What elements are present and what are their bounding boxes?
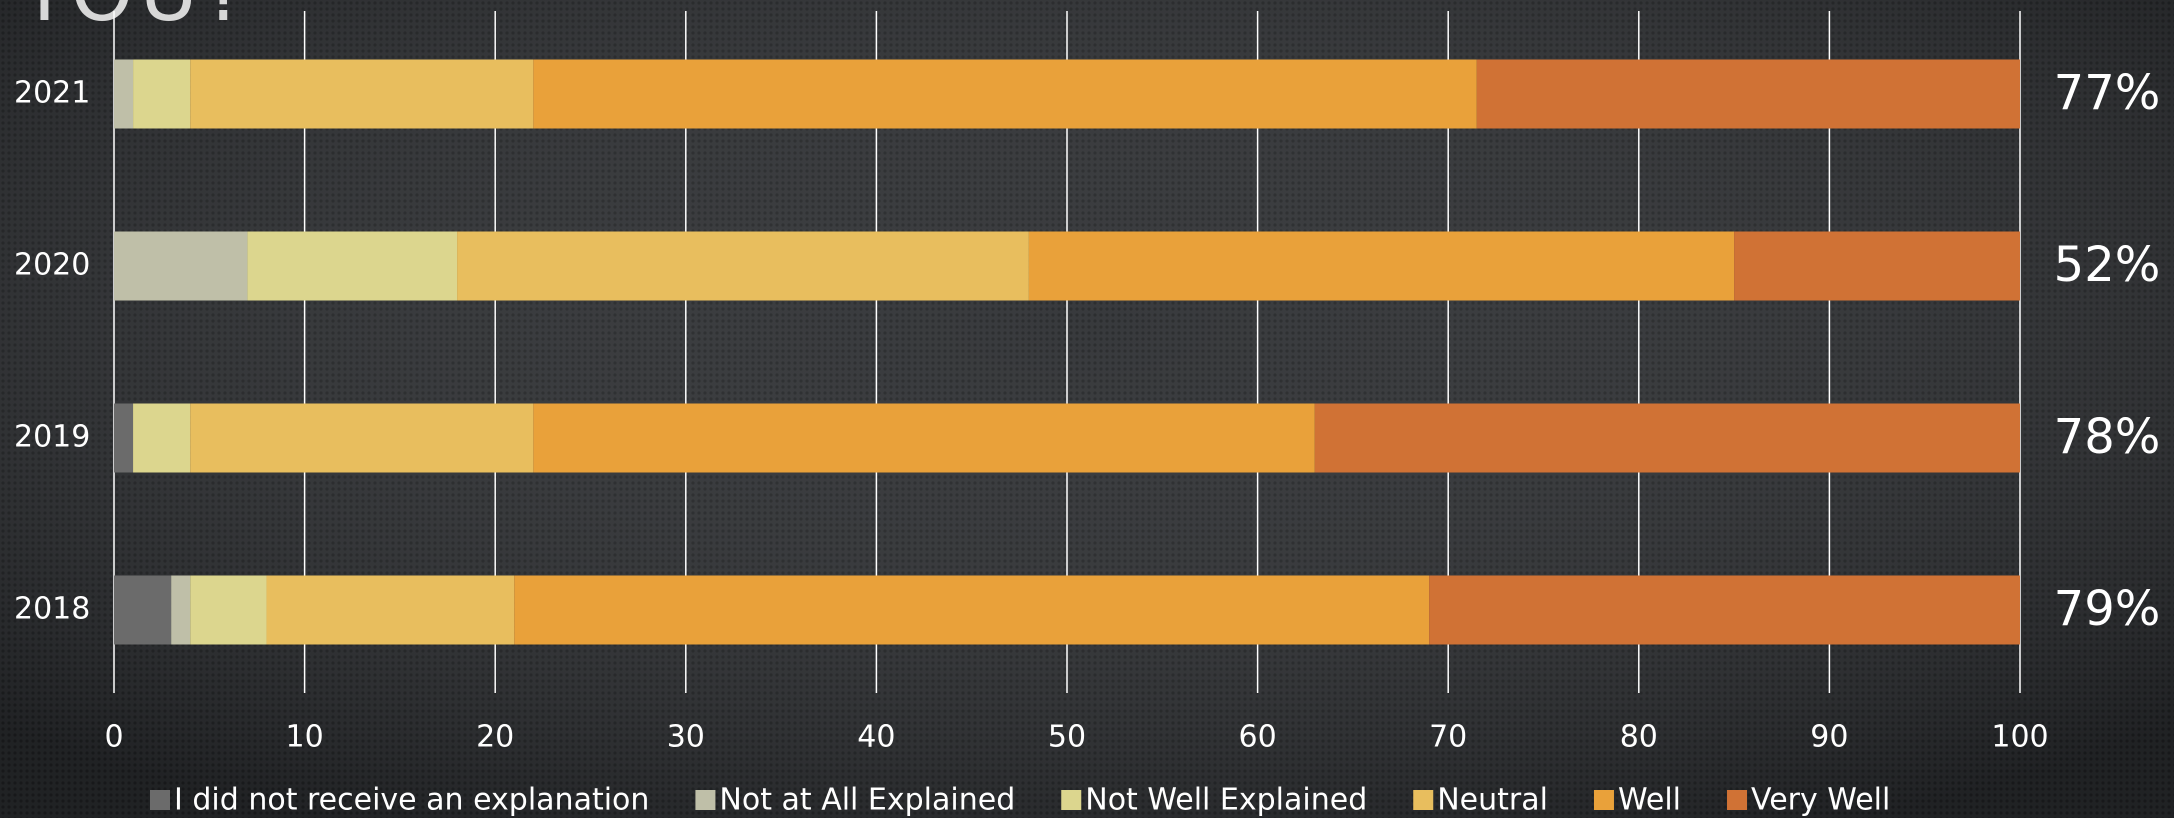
bar-segment <box>457 231 1029 301</box>
legend-label: Not at All Explained <box>719 783 1015 818</box>
bar-segment <box>114 231 248 301</box>
x-tick-label: 90 <box>1810 720 1848 755</box>
bar-segment <box>114 575 172 645</box>
x-tick-label: 10 <box>286 720 324 755</box>
x-tick-label: 0 <box>104 720 123 755</box>
annotation: 77% <box>2054 65 2161 121</box>
bar-segment <box>1429 575 2020 645</box>
legend-label: Not Well Explained <box>1085 783 1367 818</box>
bar-segment <box>1734 231 2020 301</box>
bar-segment <box>190 403 534 473</box>
legend-label: Very Well <box>1751 783 1890 818</box>
legend-swatch <box>1061 790 1082 810</box>
legend-label: Well <box>1618 783 1681 818</box>
legend-swatch <box>150 790 170 810</box>
y-tick-label: 2018 <box>14 592 90 627</box>
annotation: 52% <box>2054 237 2161 293</box>
annotation: 78% <box>2054 409 2161 465</box>
bar-segment <box>1028 231 1735 301</box>
bar-segment <box>133 59 191 129</box>
bar-segment <box>247 231 458 301</box>
bar-segment <box>514 575 1430 645</box>
legend-swatch <box>1593 790 1614 810</box>
legend-label: Neutral <box>1437 783 1548 818</box>
bar-segment <box>133 403 191 473</box>
x-tick-label: 40 <box>857 720 895 755</box>
bar-segment <box>114 59 134 129</box>
bar-segment <box>533 403 1315 473</box>
x-tick-label: 50 <box>1048 720 1086 755</box>
y-tick-label: 2021 <box>14 76 90 111</box>
bar-segment <box>1476 59 2020 129</box>
bar-segment <box>190 59 534 129</box>
bar-segment <box>171 575 191 645</box>
legend-swatch <box>695 790 716 810</box>
legend-swatch <box>1727 790 1748 810</box>
bar-segment <box>114 403 134 473</box>
x-tick-label: 30 <box>667 720 705 755</box>
x-tick-label: 70 <box>1429 720 1467 755</box>
x-tick-label: 60 <box>1239 720 1277 755</box>
x-tick-label: 80 <box>1620 720 1658 755</box>
bar-segment <box>190 575 267 645</box>
bar-segment <box>266 575 515 645</box>
chart-title: YOU? <box>19 0 252 39</box>
x-tick-label: 100 <box>1991 720 2048 755</box>
annotation: 79% <box>2054 581 2161 637</box>
y-tick-label: 2019 <box>14 420 90 455</box>
y-tick-label: 2020 <box>14 248 90 283</box>
bar-segment <box>533 59 1477 129</box>
legend-swatch <box>1413 790 1434 810</box>
bar-segment <box>1314 403 2020 473</box>
x-tick-label: 20 <box>476 720 514 755</box>
legend-label: I did not receive an explanation <box>174 783 649 818</box>
